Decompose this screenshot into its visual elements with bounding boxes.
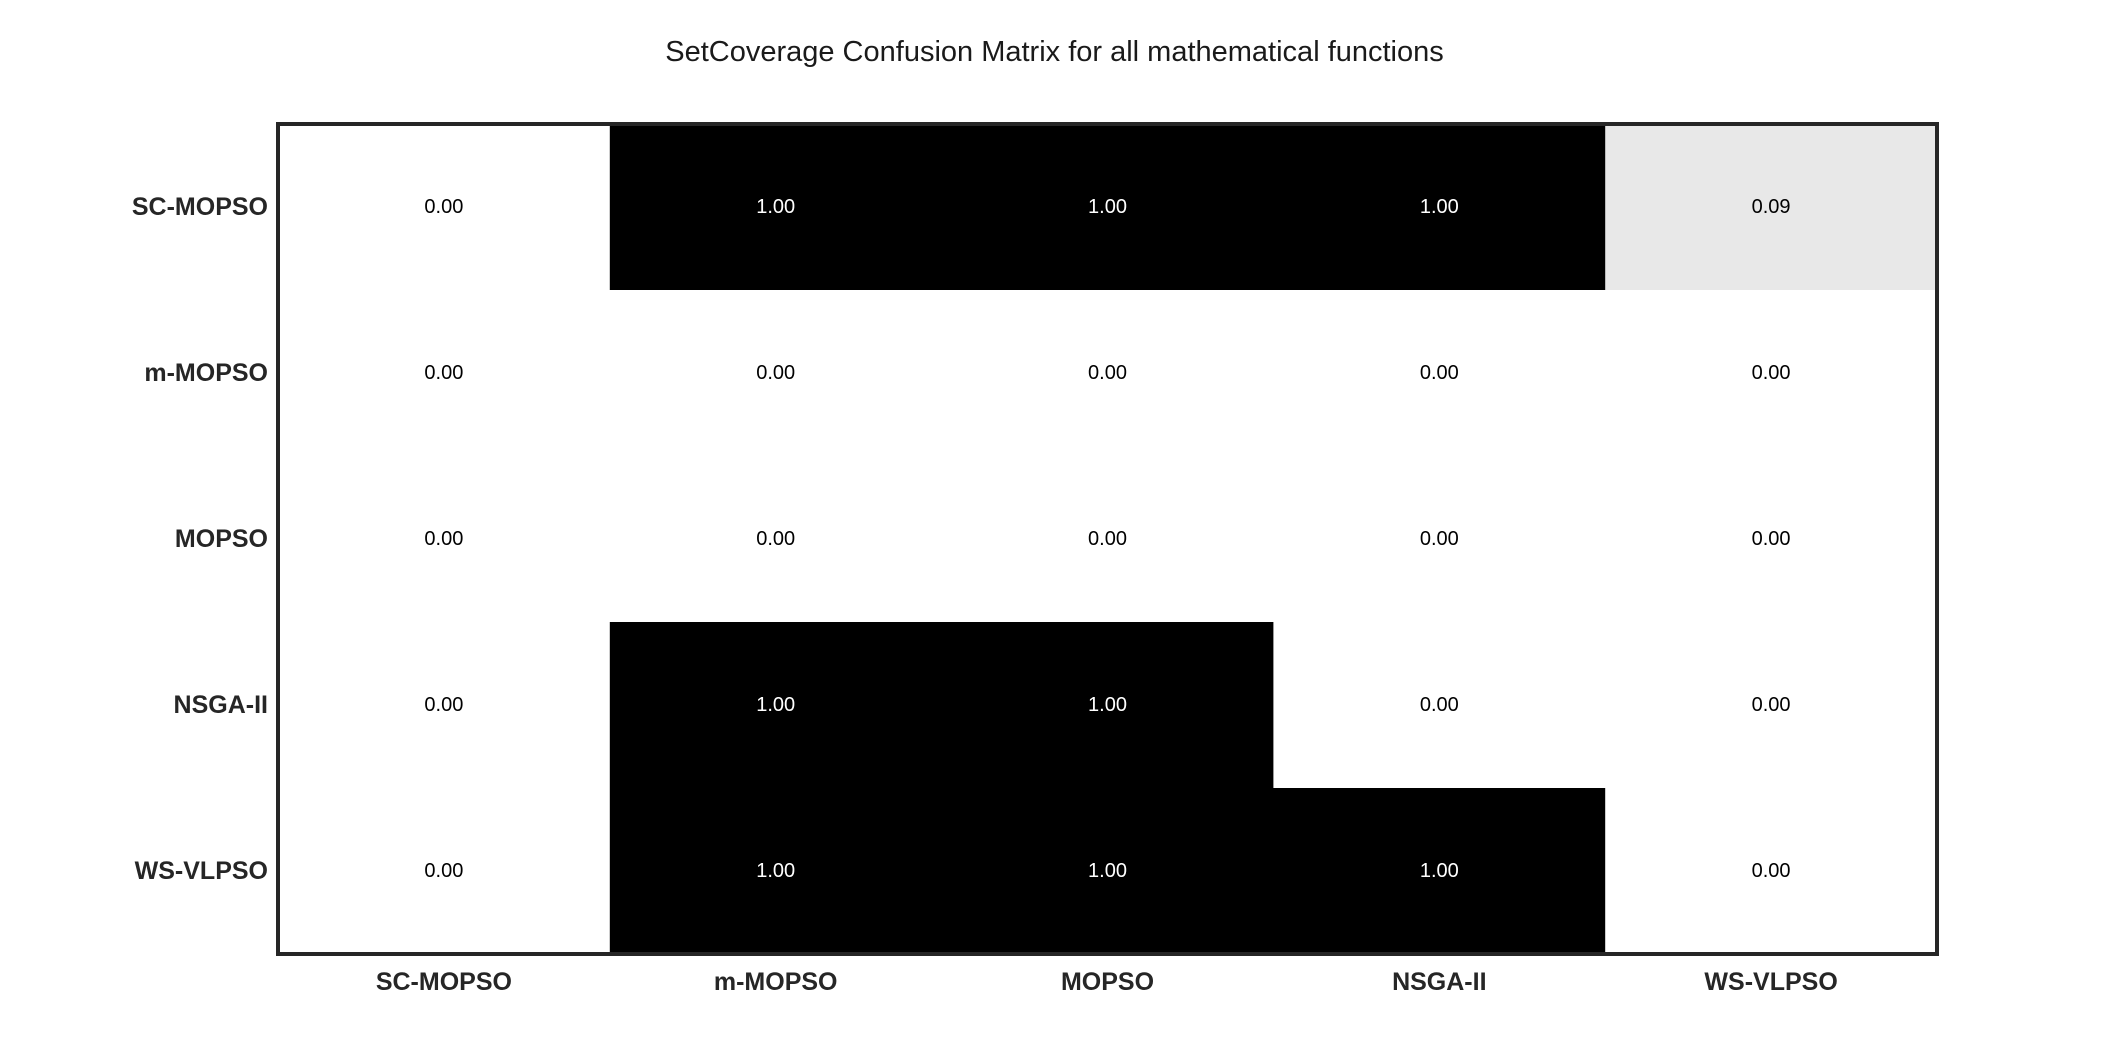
heatmap-cell <box>609 456 943 623</box>
x-tick-label: NSGA-II <box>1392 968 1486 996</box>
heatmap-cell-value: 0.00 <box>1752 362 1791 384</box>
heatmap-cell <box>609 788 943 955</box>
y-tick-label: WS-VLPSO <box>135 857 268 885</box>
heatmap-cell <box>1273 290 1606 457</box>
heatmap-cell <box>278 788 611 955</box>
heatmap-cell <box>941 788 1274 955</box>
heatmap-cell-value: 0.00 <box>424 528 463 550</box>
heatmap-cell <box>941 622 1274 789</box>
heatmap-cell <box>1273 124 1606 291</box>
heatmap-cell-value: 1.00 <box>756 196 795 218</box>
x-tick-label: m-MOPSO <box>714 968 838 996</box>
heatmap-cell-value: 1.00 <box>1420 196 1459 218</box>
heatmap-cell <box>941 124 1274 291</box>
heatmap-cell <box>1605 290 1938 457</box>
y-tick-label: m-MOPSO <box>144 359 268 387</box>
heatmap-cell <box>278 290 611 457</box>
heatmap-cell-value: 0.00 <box>424 860 463 882</box>
heatmap-cell <box>1605 622 1938 789</box>
heatmap-cell <box>609 124 943 291</box>
heatmap-cell-value: 0.00 <box>424 362 463 384</box>
y-tick-label: NSGA-II <box>174 691 268 719</box>
heatmap-cell-value: 0.00 <box>1420 362 1459 384</box>
heatmap-cell <box>609 622 943 789</box>
heatmap-cell <box>278 124 611 291</box>
heatmap-cell-value: 1.00 <box>756 860 795 882</box>
y-axis-tick-labels: SC-MOPSO m-MOPSO MOPSO NSGA-II WS-VLPSO <box>132 193 268 885</box>
heatmap-cell-value: 0.00 <box>424 196 463 218</box>
heatmap-cell-value: 0.00 <box>1088 528 1127 550</box>
heatmap-cell-value: 0.00 <box>1752 694 1791 716</box>
heatmap-cell-value: 0.00 <box>1420 694 1459 716</box>
heatmap-cell-value: 0.00 <box>1420 528 1459 550</box>
x-tick-label: MOPSO <box>1061 968 1154 996</box>
x-axis-tick-labels: SC-MOPSO m-MOPSO MOPSO NSGA-II WS-VLPSO <box>376 968 1838 996</box>
heatmap-cell-value: 0.00 <box>756 528 795 550</box>
heatmap-cell-value: 1.00 <box>1420 860 1459 882</box>
heatmap-cell <box>1605 788 1938 955</box>
heatmap-cell <box>1273 788 1606 955</box>
heatmap-cell-value: 0.00 <box>424 694 463 716</box>
heatmap-cell <box>278 622 611 789</box>
heatmap-cell <box>1605 124 1938 291</box>
heatmap-cell <box>941 456 1274 623</box>
heatmap-cell-value: 1.00 <box>1088 196 1127 218</box>
heatmap-cell-value: 0.00 <box>756 362 795 384</box>
x-tick-label: WS-VLPSO <box>1704 968 1837 996</box>
heatmap-cell <box>1273 622 1606 789</box>
chart-title: SetCoverage Confusion Matrix for all mat… <box>665 36 1444 68</box>
heatmap-cell-value: 0.09 <box>1752 196 1791 218</box>
heatmap-cell-value: 1.00 <box>1088 860 1127 882</box>
x-tick-label: SC-MOPSO <box>376 968 512 996</box>
heatmap-cell-value: 0.00 <box>1752 528 1791 550</box>
heatmap-cell-value: 1.00 <box>1088 694 1127 716</box>
heatmap-cell <box>941 290 1274 457</box>
heatmap-cell-value: 0.00 <box>1088 362 1127 384</box>
heatmap-cell-labels: 0.00 1.00 1.00 1.00 0.09 0.00 0.00 0.00 0.00 0.00… <box>424 196 1790 882</box>
heatmap-cell <box>1273 456 1606 623</box>
heatmap-cell <box>609 290 943 457</box>
heatmap-cell <box>1605 456 1938 623</box>
y-tick-label: SC-MOPSO <box>132 193 268 221</box>
y-tick-label: MOPSO <box>175 525 268 553</box>
plot-frame <box>276 122 1939 956</box>
heatmap-cell-value: 1.00 <box>756 694 795 716</box>
heatmap-cells <box>278 124 1938 955</box>
heatmap-cell-value: 0.00 <box>1752 860 1791 882</box>
heatmap-cell <box>278 456 611 623</box>
